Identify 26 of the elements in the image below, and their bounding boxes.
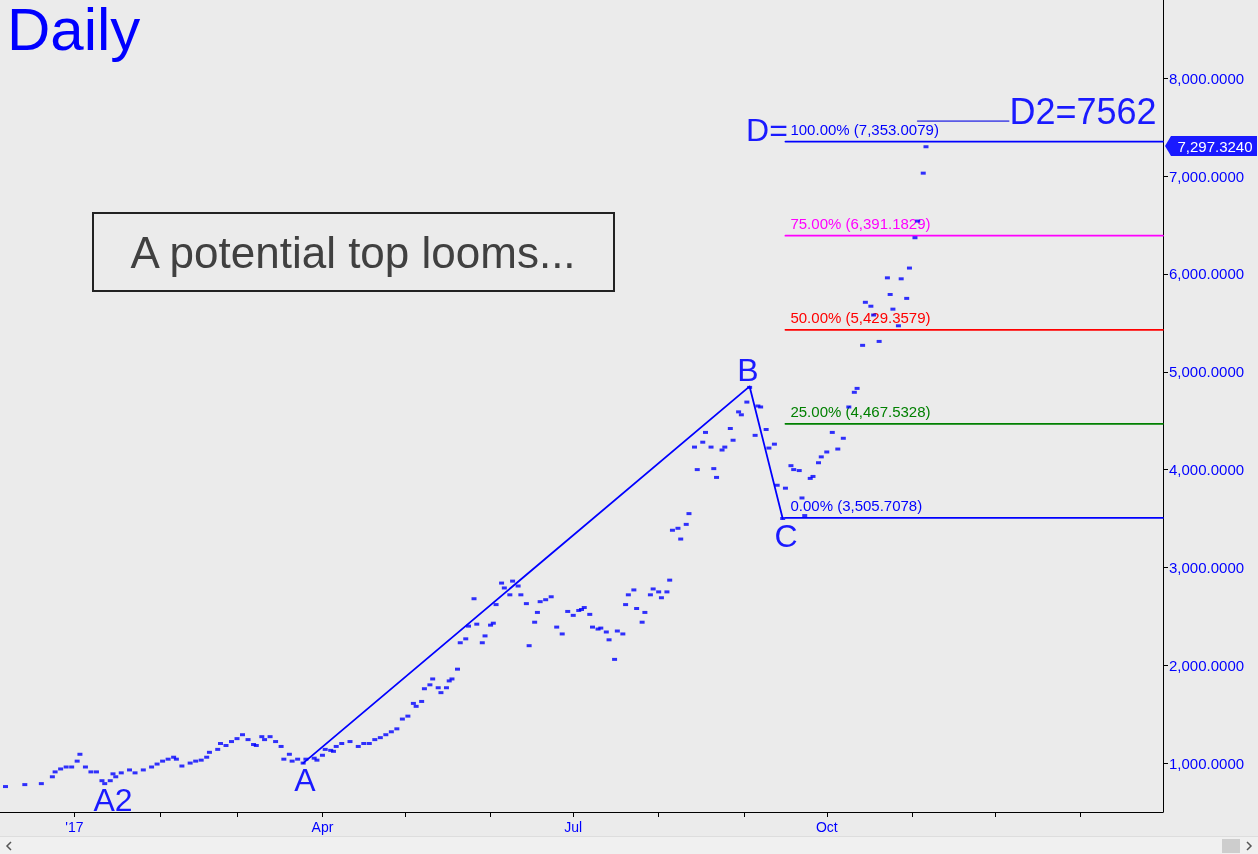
series-label: 75.00% (6,391.1829) bbox=[790, 215, 931, 233]
x-tick-label: '17 bbox=[65, 819, 84, 835]
annotation: D= bbox=[746, 112, 788, 148]
series-label: 50.00% (5,429.3579) bbox=[790, 309, 931, 327]
y-tick-label: 2,000.0000 bbox=[1169, 656, 1245, 674]
x-tick-label: Jul bbox=[564, 819, 583, 835]
y-tick-label: 6,000.0000 bbox=[1169, 265, 1245, 283]
annotation: D2=7562 bbox=[1009, 90, 1157, 132]
x-tick-label: Oct bbox=[815, 819, 838, 835]
y-tick-label: 8,000.0000 bbox=[1169, 69, 1245, 87]
series-label: 100.00% (7,353.0079) bbox=[790, 121, 939, 139]
y-tick-label: 5,000.0000 bbox=[1169, 363, 1245, 381]
text: 7,297.3240 bbox=[1177, 137, 1253, 155]
series-label: 25.00% (4,467.5328) bbox=[790, 403, 931, 421]
annotation: C bbox=[774, 518, 798, 554]
x-tick-label: Apr bbox=[311, 819, 334, 835]
annotation: B bbox=[737, 352, 759, 388]
y-tick-label: 7,000.0000 bbox=[1169, 167, 1245, 185]
annotation: A2 bbox=[93, 782, 133, 818]
y-tick-label: 4,000.0000 bbox=[1169, 461, 1245, 479]
y-tick-label: 1,000.0000 bbox=[1169, 754, 1245, 772]
y-tick-label: 3,000.0000 bbox=[1169, 558, 1245, 576]
annotation: A bbox=[294, 762, 317, 798]
chart-title: Daily bbox=[7, 0, 141, 63]
annotation: A potential top looms... bbox=[130, 227, 576, 277]
series-label: 0.00% (3,505.7078) bbox=[790, 497, 923, 515]
